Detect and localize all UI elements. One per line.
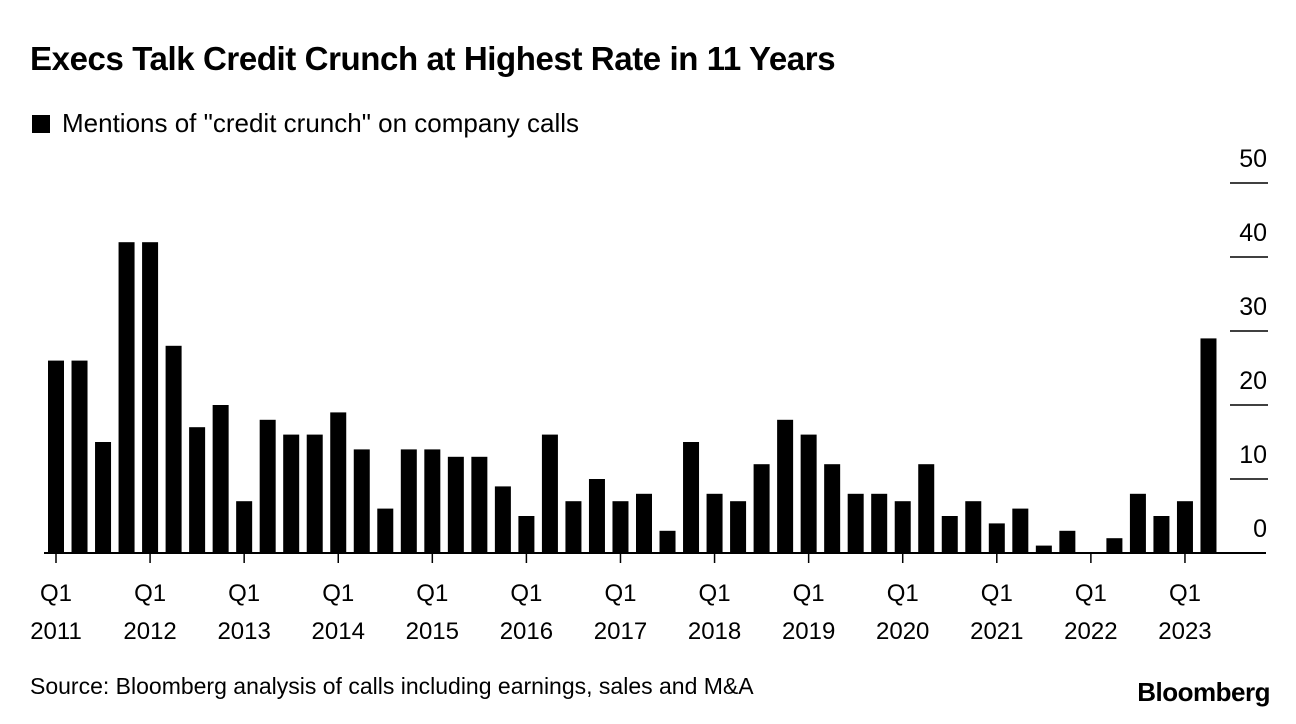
- bars-group: [48, 242, 1217, 553]
- y-tick-label-2: 20: [1239, 367, 1267, 395]
- x-tick-label-year-9: 2020: [876, 618, 929, 645]
- x-axis: Q1 2011 Q1 2012 Q1 2013 Q1 2014 Q1 2015 Q1 2016 Q1 20…: [30, 552, 1266, 645]
- bar-15: [400, 449, 417, 553]
- bar-9: [259, 419, 276, 553]
- bar-5: [165, 345, 182, 553]
- x-tick-label-quarter-10: Q1: [981, 580, 1013, 607]
- bar-28: [706, 493, 723, 553]
- x-tick-label-quarter-12: Q1: [1169, 580, 1201, 607]
- bar-27: [683, 442, 700, 553]
- bar-40: [988, 523, 1005, 553]
- bar-25: [636, 493, 652, 553]
- bar-24: [612, 501, 629, 553]
- legend: Mentions of "credit crunch" on company c…: [32, 108, 579, 139]
- bar-46: [1129, 493, 1146, 553]
- x-tick-label-year-2: 2013: [217, 618, 270, 645]
- bar-6: [189, 427, 206, 553]
- y-tick-label-5: 50: [1239, 145, 1267, 173]
- bar-35: [871, 493, 888, 553]
- bar-41: [1012, 508, 1029, 553]
- bar-42: [1035, 545, 1052, 553]
- bar-26: [659, 530, 676, 553]
- bar-8: [236, 501, 253, 553]
- bar-30: [753, 464, 770, 553]
- x-tick-label-quarter-8: Q1: [793, 580, 825, 607]
- legend-label: Mentions of "credit crunch" on company c…: [62, 108, 580, 138]
- y-tick-label-0: 0: [1253, 515, 1267, 543]
- x-tick-label-year-8: 2019: [782, 618, 835, 645]
- x-tick-label-year-1: 2012: [123, 618, 176, 645]
- x-tick-label-quarter-6: Q1: [604, 580, 636, 607]
- bar-22: [565, 501, 582, 553]
- x-tick-label-quarter-0: Q1: [40, 580, 72, 607]
- bar-17: [447, 456, 464, 553]
- bar-38: [941, 516, 958, 553]
- bar-31: [777, 419, 794, 553]
- bar-45: [1106, 538, 1123, 553]
- x-tick-label-quarter-11: Q1: [1075, 580, 1107, 607]
- bar-19: [494, 486, 511, 553]
- source-note: Source: Bloomberg analysis of calls incl…: [30, 673, 754, 699]
- x-tick-label-year-5: 2016: [500, 618, 553, 645]
- x-tick-label-year-0: 2011: [30, 618, 82, 645]
- bar-33: [824, 464, 841, 553]
- x-tick-label-year-4: 2015: [406, 618, 459, 645]
- bar-36: [894, 501, 911, 553]
- x-tick-label-year-11: 2022: [1064, 618, 1117, 645]
- bar-7: [212, 405, 229, 553]
- bar-11: [306, 434, 323, 553]
- bar-47: [1153, 516, 1170, 553]
- x-tick-label-quarter-1: Q1: [134, 580, 166, 607]
- bar-16: [424, 449, 441, 553]
- x-tick-label-year-6: 2017: [594, 618, 647, 645]
- bar-43: [1059, 530, 1076, 553]
- bar-2: [95, 442, 112, 553]
- bar-10: [283, 434, 300, 553]
- x-tick-label-quarter-4: Q1: [416, 580, 448, 607]
- legend-swatch: [32, 114, 50, 133]
- bar-18: [471, 456, 488, 553]
- bar-49: [1200, 338, 1217, 553]
- y-tick-label-3: 30: [1239, 293, 1267, 321]
- y-tick-label-1: 10: [1239, 441, 1267, 469]
- x-tick-label-year-10: 2021: [970, 618, 1023, 645]
- bar-0: [48, 360, 64, 553]
- bar-39: [965, 501, 982, 553]
- x-tick-label-quarter-5: Q1: [510, 580, 542, 607]
- bar-4: [142, 242, 159, 553]
- y-tick-label-4: 40: [1239, 219, 1267, 247]
- bloomberg-logo: Bloomberg: [1137, 677, 1270, 707]
- x-tick-label-year-7: 2018: [688, 618, 741, 645]
- bar-13: [353, 449, 370, 553]
- bar-29: [730, 501, 747, 553]
- bar-14: [377, 508, 394, 553]
- bar-37: [918, 464, 935, 553]
- y-axis: 0 10 20 30 40 50: [1230, 145, 1268, 543]
- x-tick-label-quarter-9: Q1: [887, 580, 919, 607]
- x-tick-label-quarter-2: Q1: [228, 580, 260, 607]
- bar-20: [518, 516, 535, 553]
- x-tick-label-year-12: 2023: [1158, 618, 1211, 645]
- bar-3: [118, 242, 135, 553]
- x-tick-label-quarter-7: Q1: [699, 580, 731, 607]
- chart-title: Execs Talk Credit Crunch at Highest Rate…: [30, 40, 836, 77]
- bar-32: [800, 434, 817, 553]
- bar-21: [541, 434, 558, 553]
- x-tick-label-year-3: 2014: [312, 618, 365, 645]
- bar-23: [588, 479, 605, 553]
- bar-34: [847, 493, 864, 553]
- bar-1: [71, 360, 88, 553]
- bar-48: [1176, 501, 1193, 553]
- bar-12: [330, 412, 347, 553]
- x-tick-label-quarter-3: Q1: [322, 580, 354, 607]
